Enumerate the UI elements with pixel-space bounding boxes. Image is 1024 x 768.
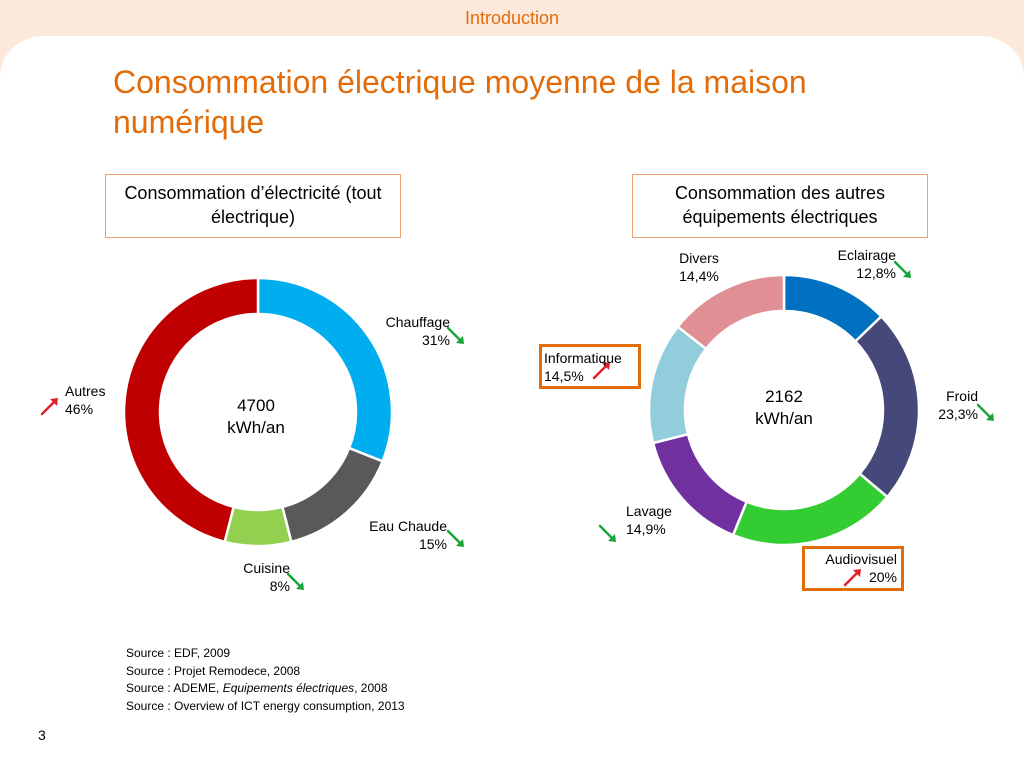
chart-1-title-box: Consommation d’électricité (tout électri… xyxy=(105,174,401,238)
autres-label: Autres 46% xyxy=(65,382,125,418)
informatique-name: Informatique xyxy=(544,350,622,366)
trend-down-arrow-icon-lavage xyxy=(598,524,616,542)
froid-name: Froid xyxy=(946,388,978,404)
chart-2-title: Consommation des autres équipements élec… xyxy=(674,183,886,227)
informatique-label: Informatique 14,5% xyxy=(544,349,640,385)
chart-1-title: Consommation d’électricité (tout électri… xyxy=(124,183,382,227)
divers-name: Divers xyxy=(679,250,719,266)
trend-down-arrow-icon-froid xyxy=(976,403,994,421)
source-line: Source : Overview of ICT energy consumpt… xyxy=(126,698,405,713)
cuisine-label: Cuisine 8% xyxy=(210,559,290,595)
donut-slice-divers xyxy=(676,273,786,351)
divers-value: 14,4% xyxy=(679,268,719,284)
autres-name: Autres xyxy=(65,383,106,399)
lavage-value: 14,9% xyxy=(626,521,666,537)
eau-chaude-label: Eau Chaude 15% xyxy=(340,517,447,553)
donut-slice-audiovisuel xyxy=(731,471,890,547)
autres-value: 46% xyxy=(65,401,94,417)
froid-label: Froid 23,3% xyxy=(918,387,978,423)
trend-down-arrow-icon-eclairage xyxy=(893,260,911,278)
sources-list: Source : EDF, 2009 Source : Projet Remod… xyxy=(126,645,405,715)
chart-2-center-unit: kWh/an xyxy=(755,409,813,428)
eau-chaude-name: Eau Chaude xyxy=(369,518,447,534)
page-number: 3 xyxy=(38,727,46,743)
informatique-highlight xyxy=(539,344,641,389)
chauffage-value: 31% xyxy=(421,332,450,348)
eclairage-value: 12,8% xyxy=(856,265,896,281)
chart-1-center: 4700 kWh/an xyxy=(206,395,306,439)
eclairage-name: Eclairage xyxy=(837,247,896,263)
froid-value: 23,3% xyxy=(938,406,978,422)
audiovisuel-name: Audiovisuel xyxy=(825,551,897,567)
eau-chaude-value: 15% xyxy=(418,536,447,552)
chart-2-title-box: Consommation des autres équipements élec… xyxy=(632,174,928,238)
slide-card xyxy=(0,36,1024,768)
audiovisuel-label: Audiovisuel 20% xyxy=(798,550,897,586)
trend-up-arrow-icon-informatique xyxy=(592,362,610,380)
trend-down-arrow-icon-cuisine xyxy=(286,572,304,590)
donut-slice-autres xyxy=(122,276,260,544)
informatique-value: 14,5% xyxy=(544,368,584,384)
donut-slice-cuisine xyxy=(223,505,293,548)
trend-down-arrow-icon-chauffage xyxy=(446,326,464,344)
donut-slice-froid xyxy=(853,314,921,499)
trend-up-arrow-icon-audiovisuel xyxy=(843,569,861,587)
lavage-name: Lavage xyxy=(626,503,672,519)
section-title: Introduction xyxy=(464,8,560,28)
audiovisuel-value: 20% xyxy=(868,569,897,585)
cuisine-value: 8% xyxy=(269,578,290,594)
chauffage-label: Chauffage 31% xyxy=(350,313,450,349)
divers-label: Divers 14,4% xyxy=(664,249,734,285)
lavage-label: Lavage 14,9% xyxy=(626,502,696,538)
chart-1-center-unit: kWh/an xyxy=(227,418,285,437)
cuisine-name: Cuisine xyxy=(243,560,290,576)
chart-2-center-value: 2162 xyxy=(765,387,803,406)
chart-2-center: 2162 kWh/an xyxy=(734,386,834,430)
chauffage-name: Chauffage xyxy=(385,314,450,330)
trend-up-arrow-icon-autres xyxy=(40,398,58,416)
slide-title: Consommation électrique moyenne de la ma… xyxy=(113,64,807,140)
eclairage-label: Eclairage 12,8% xyxy=(800,246,896,282)
source-line: Source : ADEME, Equipements électriques,… xyxy=(126,681,388,695)
chart-1-center-value: 4700 xyxy=(237,396,275,415)
source-line: Source : Projet Remodece, 2008 xyxy=(126,663,301,678)
trend-down-arrow-icon-eau-chaude xyxy=(446,529,464,547)
source-line: Source : EDF, 2009 xyxy=(126,646,231,660)
audiovisuel-highlight xyxy=(802,546,904,591)
donut-slice-informatique xyxy=(647,324,708,445)
